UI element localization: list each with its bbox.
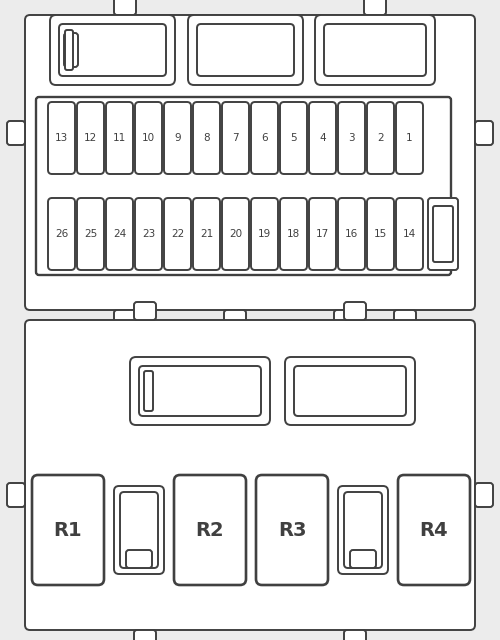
FancyBboxPatch shape [134,302,156,320]
Text: 23: 23 [142,229,155,239]
FancyBboxPatch shape [309,198,336,270]
FancyBboxPatch shape [134,630,156,640]
FancyBboxPatch shape [280,198,307,270]
FancyBboxPatch shape [120,492,158,568]
FancyBboxPatch shape [164,102,191,174]
Text: 14: 14 [403,229,416,239]
FancyBboxPatch shape [50,15,175,85]
FancyBboxPatch shape [251,198,278,270]
FancyBboxPatch shape [309,102,336,174]
FancyBboxPatch shape [475,483,493,507]
FancyBboxPatch shape [59,24,166,76]
FancyBboxPatch shape [334,310,356,328]
Text: 1: 1 [406,133,413,143]
Text: 5: 5 [290,133,297,143]
FancyBboxPatch shape [126,550,152,568]
FancyBboxPatch shape [48,198,75,270]
FancyBboxPatch shape [394,310,416,328]
FancyBboxPatch shape [251,102,278,174]
FancyBboxPatch shape [396,102,423,174]
FancyBboxPatch shape [256,475,328,585]
FancyBboxPatch shape [25,320,475,630]
FancyBboxPatch shape [324,24,426,76]
Text: 11: 11 [113,133,126,143]
FancyBboxPatch shape [32,475,104,585]
Text: 25: 25 [84,229,97,239]
FancyBboxPatch shape [285,357,415,425]
FancyBboxPatch shape [36,97,451,275]
FancyBboxPatch shape [396,198,423,270]
Text: 24: 24 [113,229,126,239]
Text: 17: 17 [316,229,329,239]
FancyBboxPatch shape [344,302,366,320]
Text: 21: 21 [200,229,213,239]
FancyBboxPatch shape [280,102,307,174]
FancyBboxPatch shape [135,102,162,174]
FancyBboxPatch shape [164,198,191,270]
Text: 10: 10 [142,133,155,143]
FancyBboxPatch shape [135,198,162,270]
FancyBboxPatch shape [139,366,261,416]
Text: 6: 6 [261,133,268,143]
FancyBboxPatch shape [197,24,294,76]
Text: 9: 9 [174,133,181,143]
FancyBboxPatch shape [428,198,458,270]
FancyBboxPatch shape [114,0,136,15]
FancyBboxPatch shape [77,198,104,270]
FancyBboxPatch shape [7,121,25,145]
FancyBboxPatch shape [130,357,270,425]
FancyBboxPatch shape [222,198,249,270]
Text: R1: R1 [54,520,82,540]
FancyBboxPatch shape [222,102,249,174]
FancyBboxPatch shape [193,102,220,174]
Text: 4: 4 [319,133,326,143]
FancyBboxPatch shape [65,30,73,70]
FancyBboxPatch shape [364,0,386,15]
FancyBboxPatch shape [344,492,382,568]
Text: 3: 3 [348,133,355,143]
FancyBboxPatch shape [174,475,246,585]
FancyBboxPatch shape [294,366,406,416]
FancyBboxPatch shape [367,102,394,174]
FancyBboxPatch shape [315,15,435,85]
FancyBboxPatch shape [367,198,394,270]
FancyBboxPatch shape [344,630,366,640]
FancyBboxPatch shape [193,198,220,270]
Text: 12: 12 [84,133,97,143]
FancyBboxPatch shape [338,198,365,270]
Text: R3: R3 [278,520,306,540]
FancyBboxPatch shape [48,102,75,174]
FancyBboxPatch shape [475,121,493,145]
Text: 26: 26 [55,229,68,239]
FancyBboxPatch shape [106,102,133,174]
FancyBboxPatch shape [433,206,453,262]
FancyBboxPatch shape [398,475,470,585]
Text: 19: 19 [258,229,271,239]
FancyBboxPatch shape [350,550,376,568]
FancyBboxPatch shape [188,15,303,85]
FancyBboxPatch shape [25,15,475,310]
FancyBboxPatch shape [64,33,78,67]
Text: 13: 13 [55,133,68,143]
Text: R2: R2 [196,520,224,540]
FancyBboxPatch shape [338,486,388,574]
Text: 2: 2 [377,133,384,143]
FancyBboxPatch shape [144,371,153,411]
Text: R4: R4 [420,520,448,540]
FancyBboxPatch shape [338,102,365,174]
FancyBboxPatch shape [77,102,104,174]
Text: 22: 22 [171,229,184,239]
FancyBboxPatch shape [7,483,25,507]
Text: 18: 18 [287,229,300,239]
Text: 15: 15 [374,229,387,239]
Text: 8: 8 [203,133,210,143]
FancyBboxPatch shape [114,310,136,328]
Text: 16: 16 [345,229,358,239]
FancyBboxPatch shape [224,310,246,328]
FancyBboxPatch shape [106,198,133,270]
FancyBboxPatch shape [114,486,164,574]
Text: 20: 20 [229,229,242,239]
Text: 7: 7 [232,133,239,143]
